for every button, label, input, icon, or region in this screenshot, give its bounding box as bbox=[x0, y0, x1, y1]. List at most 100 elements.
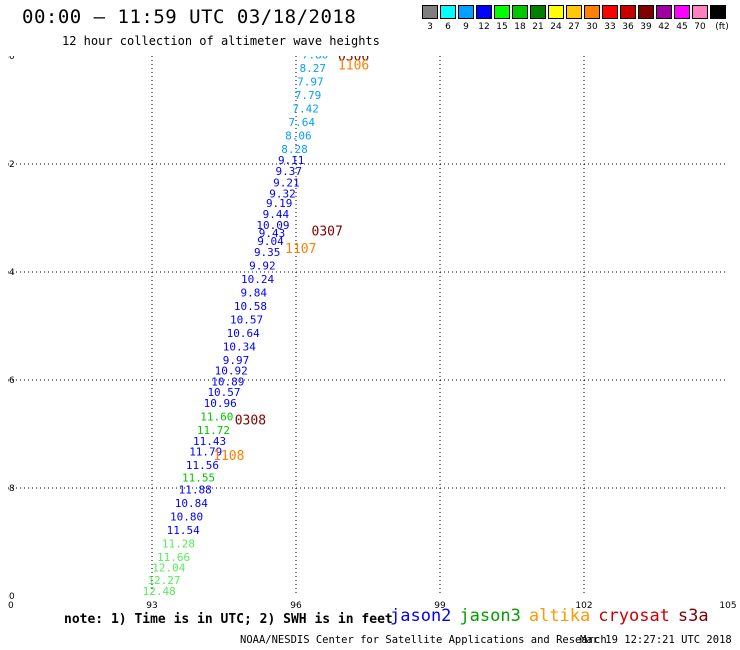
color-scale-label: 15 bbox=[496, 22, 508, 32]
wave-height-value: 10.57 bbox=[207, 386, 240, 399]
color-scale-label: 45 bbox=[676, 22, 688, 32]
wave-height-value: 10.24 bbox=[241, 273, 274, 286]
color-swatch-14 bbox=[674, 5, 690, 19]
color-swatch-3 bbox=[476, 5, 492, 19]
wave-height-value: 10.96 bbox=[204, 397, 237, 410]
wave-height-value: 7.80 bbox=[302, 56, 329, 62]
color-scale-label: 3 bbox=[427, 22, 433, 32]
color-scale-label: 36 bbox=[622, 22, 634, 32]
wave-height-value: 9.21 bbox=[273, 177, 300, 190]
wave-height-value: 11.66 bbox=[157, 551, 190, 564]
color-scale-label: 42 bbox=[658, 22, 670, 32]
color-scale-label: 30 bbox=[586, 22, 598, 32]
wave-height-value: 9.04 bbox=[257, 235, 284, 248]
wave-height-value: 9.44 bbox=[263, 208, 290, 221]
page-title: 00:00 – 11:59 UTC 03/18/2018 bbox=[22, 6, 357, 28]
wave-height-value: 11.28 bbox=[162, 537, 195, 550]
wave-height-value: 7.42 bbox=[292, 103, 319, 116]
wave-height-value: 12.04 bbox=[152, 562, 185, 575]
wave-height-value: 10.34 bbox=[223, 340, 256, 353]
wave-height-value: 11.60 bbox=[200, 411, 233, 424]
color-swatch-13 bbox=[656, 5, 672, 19]
wave-height-value: 12.48 bbox=[143, 585, 176, 598]
wave-height-value: 11.88 bbox=[179, 483, 212, 496]
lon-tick-label: 99 bbox=[434, 601, 446, 611]
wave-height-value: 7.79 bbox=[295, 89, 322, 102]
wave-height-value: 7.97 bbox=[297, 76, 324, 89]
legend-item-jason2: jason2 bbox=[390, 606, 452, 626]
pass-time-label: 0306 bbox=[338, 56, 369, 64]
color-scale-label: 9 bbox=[463, 22, 469, 32]
color-swatch-1 bbox=[440, 5, 456, 19]
pass-time-label: 1108 bbox=[213, 449, 244, 464]
lat-tick-label: -46 bbox=[8, 376, 15, 386]
wave-height-value: 9.97 bbox=[223, 354, 250, 367]
legend-item-jason3: jason3 bbox=[459, 606, 521, 626]
pass-time-label: 0308 bbox=[235, 413, 266, 428]
color-swatch-6 bbox=[530, 5, 546, 19]
lon-tick-label: 93 bbox=[146, 601, 157, 611]
legend-item-altika: altika bbox=[528, 606, 591, 626]
pass-time-label: 1107 bbox=[285, 242, 316, 257]
color-swatch-0 bbox=[422, 5, 438, 19]
color-swatch-2 bbox=[458, 5, 474, 19]
wave-height-value: 11.79 bbox=[189, 446, 222, 459]
color-swatch-9 bbox=[584, 5, 600, 19]
wave-height-value: 10.84 bbox=[175, 497, 208, 510]
lon-tick-label: 90 bbox=[8, 601, 14, 611]
color-swatch-10 bbox=[602, 5, 618, 19]
color-scale-label: 70 bbox=[694, 22, 706, 32]
wave-height-value: 9.19 bbox=[266, 197, 293, 210]
wave-height-value: 7.64 bbox=[289, 116, 316, 129]
color-scale-label: 24 bbox=[550, 22, 562, 32]
lon-tick-label: 105 bbox=[719, 601, 736, 611]
generated-timestamp: Mar 19 12:27:21 UTC 2018 bbox=[580, 634, 732, 646]
color-swatch-11 bbox=[620, 5, 636, 19]
wave-height-value: 8.06 bbox=[285, 130, 312, 143]
color-swatch-7 bbox=[548, 5, 564, 19]
wave-height-value: 11.43 bbox=[193, 435, 226, 448]
color-scale-label: 6 bbox=[445, 22, 451, 32]
credit-line: NOAA/NESDIS Center for Satellite Applica… bbox=[240, 634, 607, 646]
legend-item-s3a: s3a bbox=[677, 606, 709, 626]
color-swatch-12 bbox=[638, 5, 654, 19]
wave-height-value: 10.80 bbox=[170, 510, 203, 523]
wave-height-value: 8.28 bbox=[281, 143, 308, 156]
wave-height-value: 9.11 bbox=[278, 154, 305, 167]
wave-height-value: 10.89 bbox=[211, 375, 244, 388]
wave-height-value: 9.35 bbox=[254, 246, 281, 259]
color-swatch-5 bbox=[512, 5, 528, 19]
lat-tick-label: -40 bbox=[8, 56, 15, 62]
color-scale-unit: (ft) bbox=[715, 22, 729, 32]
lon-tick-label: 96 bbox=[290, 601, 302, 611]
color-scale-label: 18 bbox=[514, 22, 526, 32]
wave-height-value: 11.72 bbox=[197, 424, 230, 437]
wave-height-value: 10.57 bbox=[230, 313, 263, 326]
color-scale-label: 39 bbox=[640, 22, 652, 32]
lat-tick-label: -44 bbox=[8, 268, 15, 278]
color-scale-label: 21 bbox=[532, 22, 544, 32]
wave-height-value: 11.54 bbox=[167, 524, 200, 537]
wave-height-value: 8.27 bbox=[300, 62, 327, 75]
color-swatch-4 bbox=[494, 5, 510, 19]
wave-height-value: 10.58 bbox=[234, 300, 267, 313]
satellite-legend: jason2 jason3 altika cryosat s3a bbox=[390, 606, 717, 626]
color-swatch-15 bbox=[692, 5, 708, 19]
page-subtitle: 12 hour collection of altimeter wave hei… bbox=[62, 34, 380, 48]
color-scale-label: 12 bbox=[478, 22, 490, 32]
pass-time-label: 1106 bbox=[338, 59, 369, 74]
wave-height-value: 9.43 bbox=[259, 227, 286, 240]
wave-height-value: 11.55 bbox=[182, 472, 215, 485]
wave-height-value: 10.09 bbox=[256, 219, 289, 232]
lat-tick-label: -42 bbox=[8, 160, 15, 170]
wave-height-value: 11.56 bbox=[186, 459, 219, 472]
color-scale-label: 27 bbox=[568, 22, 580, 32]
wave-height-value: 9.37 bbox=[276, 165, 303, 178]
wave-height-value: 9.92 bbox=[249, 259, 276, 272]
lat-tick-label: -48 bbox=[8, 484, 15, 494]
lat-tick-label: -50 bbox=[8, 592, 15, 602]
lon-tick-label: 102 bbox=[575, 601, 592, 611]
wave-height-map: 90 93 96 99 102 105 -40 -42 -44 -46 -48 -50 7.808.27… bbox=[8, 56, 737, 611]
wave-height-value: 10.64 bbox=[227, 327, 260, 340]
wave-height-value: 9.84 bbox=[241, 286, 268, 299]
